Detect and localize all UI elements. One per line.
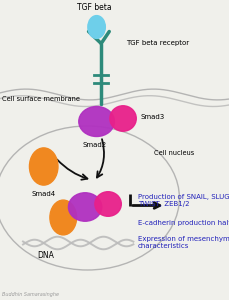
Text: Production of SNAIL, SLUG,
TWIST, ZEB1/2: Production of SNAIL, SLUG, TWIST, ZEB1/2 <box>137 194 229 207</box>
Circle shape <box>87 16 105 38</box>
Text: TGF beta receptor: TGF beta receptor <box>126 40 189 46</box>
Text: Smad2: Smad2 <box>82 142 106 148</box>
Text: Expression of mesenchymal
characteristics: Expression of mesenchymal characteristic… <box>137 236 229 249</box>
Ellipse shape <box>78 106 114 136</box>
Text: E-cadherin production halted: E-cadherin production halted <box>137 220 229 226</box>
Ellipse shape <box>109 106 136 131</box>
Text: Buddhin Samarasinghe: Buddhin Samarasinghe <box>2 292 59 297</box>
Circle shape <box>29 148 58 185</box>
Ellipse shape <box>95 192 121 216</box>
Ellipse shape <box>68 193 101 221</box>
Text: Smad3: Smad3 <box>140 114 164 120</box>
Text: Smad4: Smad4 <box>32 191 55 197</box>
Text: Cell nucleus: Cell nucleus <box>153 150 194 156</box>
Text: DNA: DNA <box>37 250 54 260</box>
Text: TGF beta: TGF beta <box>77 3 111 12</box>
Circle shape <box>50 200 76 235</box>
Text: Cell surface membrane: Cell surface membrane <box>2 96 80 102</box>
